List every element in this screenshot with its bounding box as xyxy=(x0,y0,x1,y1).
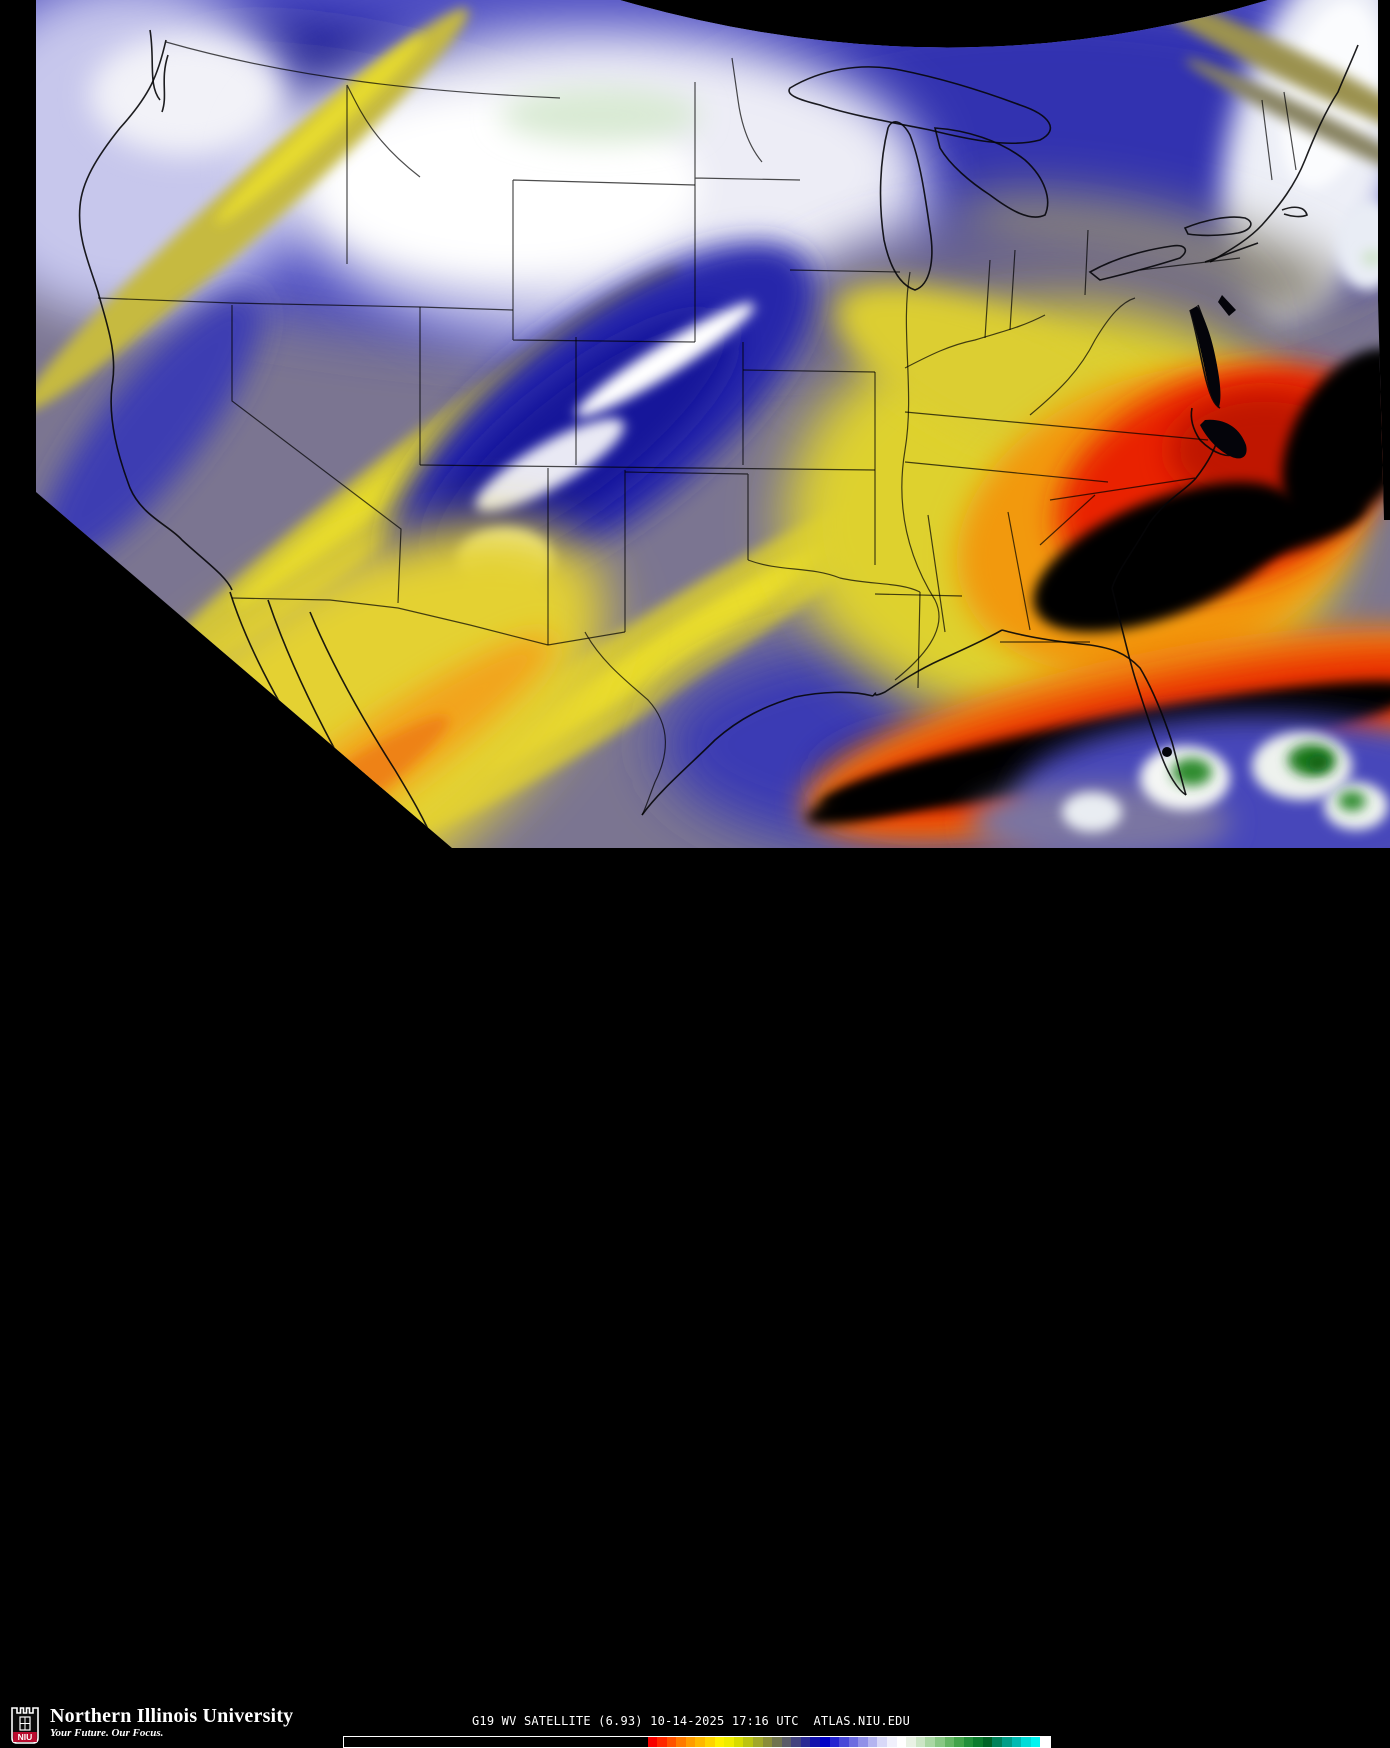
colorbar-segment xyxy=(877,1737,888,1747)
brand-text: Northern Illinois University Your Future… xyxy=(50,1705,293,1740)
colorbar-segment xyxy=(762,1737,773,1747)
water-vapor-map xyxy=(36,0,1390,848)
colorbar-segment xyxy=(1021,1737,1031,1747)
colorbar-segment xyxy=(772,1737,782,1747)
colorbar-segment xyxy=(1011,1737,1022,1747)
colorbar-segment xyxy=(743,1737,753,1747)
colorbar-segment xyxy=(839,1737,849,1747)
colorbar-segment xyxy=(887,1737,897,1747)
colorbar-segment xyxy=(867,1737,878,1747)
colorbar-segment xyxy=(992,1737,1002,1747)
colorbar-segments xyxy=(647,1737,1050,1747)
colorbar-segment xyxy=(752,1737,763,1747)
colorbar-segment xyxy=(781,1737,792,1747)
water-vapor-field xyxy=(36,0,1390,848)
satellite-image xyxy=(0,0,1390,848)
colorbar-segment xyxy=(685,1737,696,1747)
colorbar-segment xyxy=(657,1737,667,1747)
colorbar-segment xyxy=(714,1737,725,1747)
colorbar-segment xyxy=(934,1737,945,1747)
colorbar-segment xyxy=(954,1737,964,1747)
colorbar-segment xyxy=(925,1737,935,1747)
colorbar-segment xyxy=(1040,1737,1050,1747)
colorbar-segment xyxy=(705,1737,715,1747)
colorbar-segment xyxy=(829,1737,840,1747)
colorbar-segment xyxy=(647,1737,658,1747)
colorbar-segment xyxy=(1030,1737,1041,1747)
colorbar-segment xyxy=(695,1737,706,1747)
colorbar-segment xyxy=(733,1737,744,1747)
niu-logo-block: NIU Northern Illinois University Your Fu… xyxy=(10,1705,293,1745)
colorbar-segment xyxy=(1001,1737,1012,1747)
colorbar-segment xyxy=(963,1737,974,1747)
university-tagline: Your Future. Our Focus. xyxy=(50,1727,164,1739)
colorbar-segment xyxy=(944,1737,955,1747)
colorbar-segment xyxy=(858,1737,868,1747)
colorbar-segment xyxy=(724,1737,734,1747)
water-fills xyxy=(1162,295,1247,757)
colorbar-segment xyxy=(915,1737,926,1747)
colorbar-segment xyxy=(666,1737,677,1747)
colorbar-segment xyxy=(906,1737,916,1747)
colorbar-segment xyxy=(810,1737,820,1747)
colorbar-segment xyxy=(982,1737,993,1747)
colorbar-segment xyxy=(973,1737,983,1747)
university-name: Northern Illinois University xyxy=(50,1705,294,1727)
colorbar-dry-black-span xyxy=(344,1737,648,1747)
state-borders xyxy=(97,41,1297,816)
colorbar-segment xyxy=(896,1737,907,1747)
image-caption: G19 WV SATELLITE (6.93) 10-14-2025 17:16… xyxy=(471,1714,911,1728)
colorbar-segment xyxy=(819,1737,830,1747)
colorbar-segment xyxy=(800,1737,811,1747)
great-lakes xyxy=(788,66,1252,291)
bottom-bar: NIU Northern Illinois University Your Fu… xyxy=(0,848,1390,1748)
niu-monogram: NIU xyxy=(18,1732,33,1742)
colorbar-segment xyxy=(676,1737,686,1747)
colorbar-segment xyxy=(791,1737,801,1747)
niu-shield-logo: NIU xyxy=(11,1707,39,1744)
colorbar-segment xyxy=(848,1737,859,1747)
colorbar xyxy=(343,1736,1051,1748)
